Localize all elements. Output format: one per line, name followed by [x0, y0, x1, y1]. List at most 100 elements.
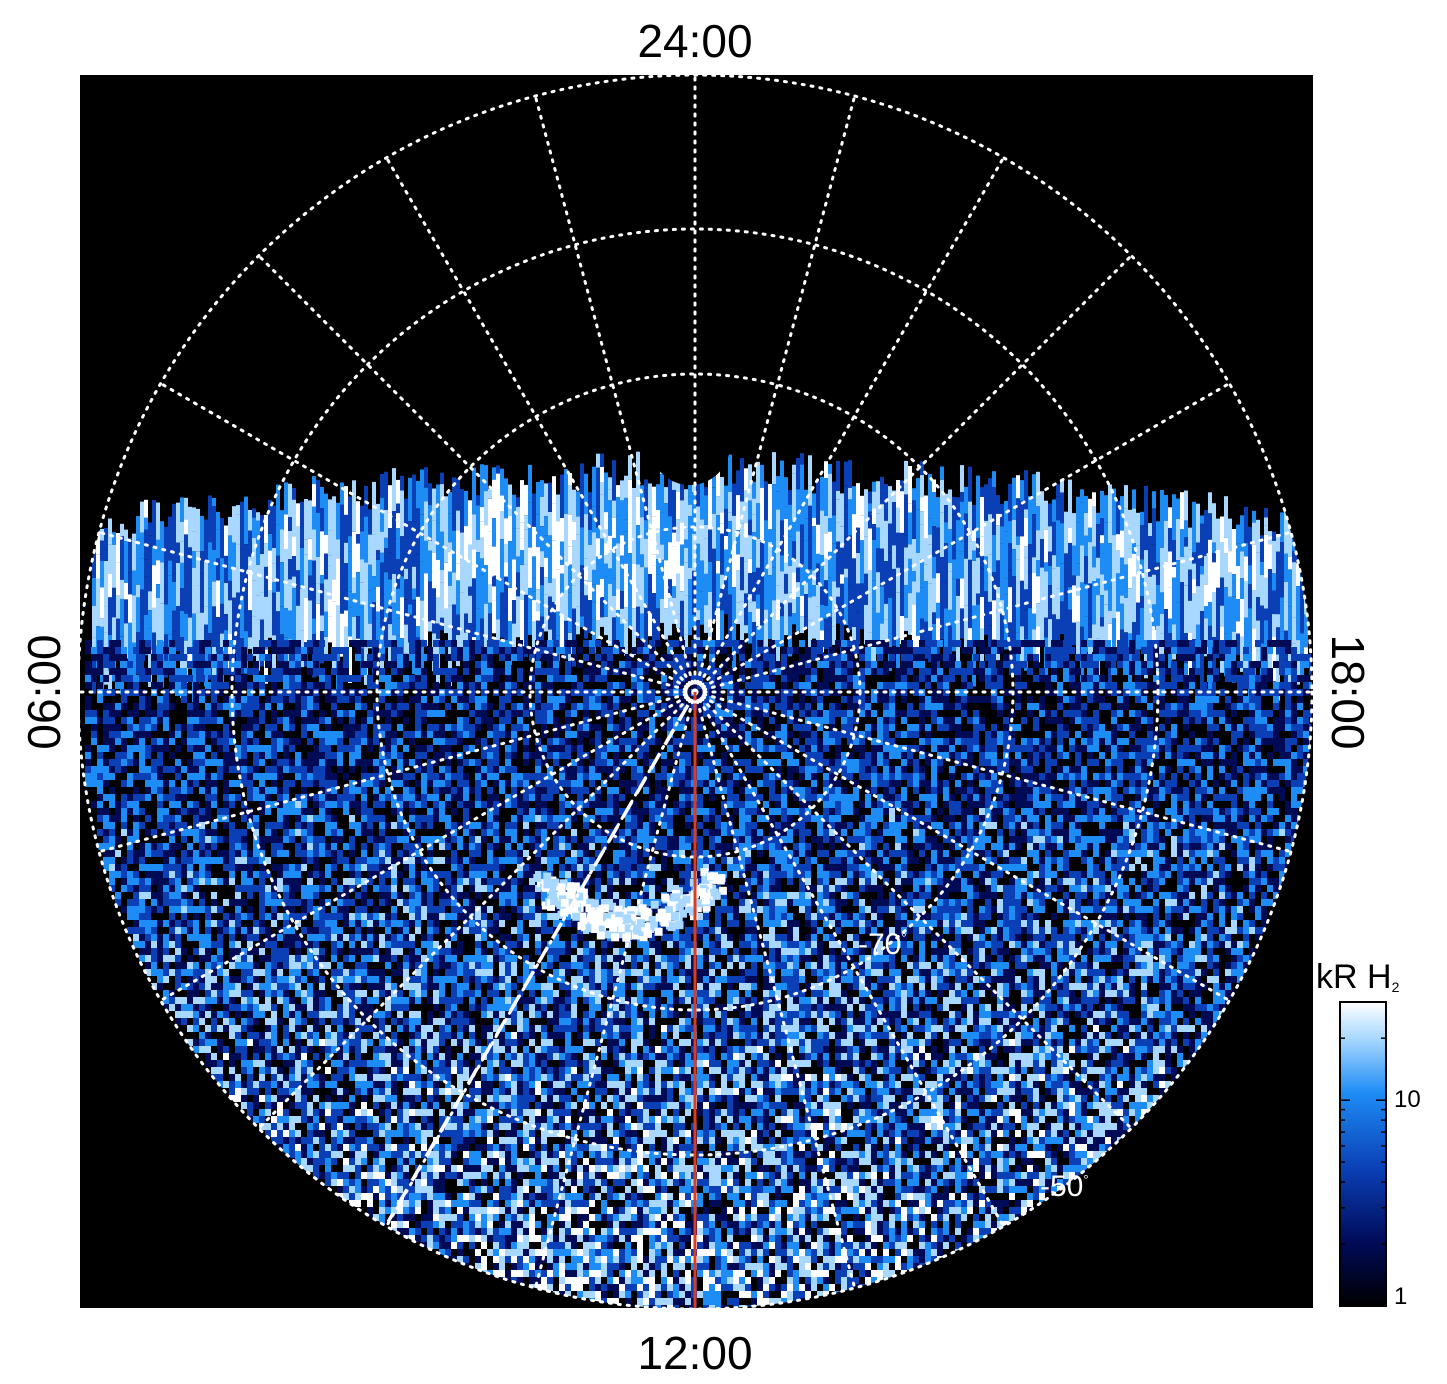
emission-streak: [992, 535, 996, 573]
emission-pixel: [871, 773, 877, 780]
emission-pixel: [577, 759, 583, 766]
emission-pixel: [163, 745, 169, 752]
emission-pixel: [505, 661, 511, 668]
emission-pixel: [1225, 647, 1231, 654]
emission-streak: [520, 599, 524, 624]
emission-pixel: [397, 661, 403, 668]
emission-pixel: [673, 710, 679, 717]
emission-pixel: [787, 780, 793, 787]
emission-pixel: [565, 640, 571, 647]
emission-streak: [432, 488, 436, 520]
emission-streak: [572, 585, 576, 609]
emission-streak: [432, 552, 436, 589]
emission-pixel: [655, 787, 661, 794]
emission-pixel: [595, 724, 601, 731]
emission-streak: [700, 560, 704, 592]
emission-streak: [672, 586, 676, 598]
emission-streak: [872, 508, 876, 525]
emission-pixel: [157, 661, 163, 668]
emission-pixel: [349, 752, 355, 759]
emission-pixel: [787, 675, 793, 682]
emission-pixel: [415, 689, 421, 696]
emission-streak: [292, 499, 296, 537]
emission-pixel: [271, 689, 277, 696]
emission-pixel: [1057, 724, 1063, 731]
emission-pixel: [1219, 773, 1225, 780]
emission-pixel: [685, 654, 691, 661]
emission-pixel: [481, 696, 487, 703]
emission-streak: [672, 532, 676, 547]
emission-pixel: [1087, 724, 1093, 731]
emission-pixel: [229, 780, 235, 787]
emission-pixel: [1171, 675, 1177, 682]
emission-streak: [916, 509, 920, 553]
emission-pixel: [943, 724, 949, 731]
emission-pixel: [943, 780, 949, 787]
emission-pixel: [1291, 661, 1297, 668]
emission-pixel: [349, 640, 355, 647]
emission-streak: [596, 467, 600, 506]
emission-pixel: [223, 668, 229, 675]
emission-pixel: [955, 787, 961, 794]
emission-pixel: [631, 745, 637, 752]
emission-pixel: [1099, 647, 1105, 654]
emission-pixel: [643, 710, 649, 717]
emission-pixel: [1141, 647, 1147, 654]
emission-streak: [352, 514, 356, 532]
emission-streak: [704, 573, 708, 606]
emission-streak: [808, 455, 812, 486]
emission-pixel: [415, 703, 421, 710]
emission-streak: [1112, 579, 1116, 619]
emission-streak: [648, 589, 652, 614]
emission-pixel: [373, 787, 379, 794]
emission-streak: [372, 481, 376, 526]
emission-streak: [480, 537, 484, 559]
emission-pixel: [883, 766, 889, 773]
emission-pixel: [85, 752, 91, 759]
emission-streak: [1016, 559, 1020, 605]
emission-streak: [404, 624, 408, 654]
emission-streak: [696, 506, 700, 544]
emission-pixel: [1081, 682, 1087, 689]
emission-pixel: [1051, 787, 1057, 794]
emission-pixel: [589, 696, 595, 703]
emission-pixel: [547, 647, 553, 654]
emission-pixel: [133, 710, 139, 717]
emission-pixel: [643, 759, 649, 766]
emission-pixel: [367, 682, 373, 689]
emission-streak: [716, 462, 720, 497]
emission-pixel: [511, 766, 517, 773]
emission-pixel: [979, 640, 985, 647]
emission-streak: [328, 616, 332, 643]
emission-streak: [420, 600, 424, 621]
emission-pixel: [781, 780, 787, 787]
emission-pixel: [805, 703, 811, 710]
emission-streak: [608, 607, 612, 646]
emission-pixel: [457, 773, 463, 780]
emission-pixel: [115, 640, 121, 647]
emission-pixel: [727, 668, 733, 675]
emission-pixel: [553, 759, 559, 766]
emission-streak: [948, 571, 952, 610]
emission-pixel: [1099, 773, 1105, 780]
emission-pixel: [487, 640, 493, 647]
emission-pixel: [1099, 675, 1105, 682]
emission-streak: [1088, 583, 1092, 619]
emission-pixel: [307, 724, 313, 731]
emission-streak: [252, 616, 256, 656]
emission-pixel: [751, 724, 757, 731]
emission-streak: [584, 514, 588, 559]
emission-pixel: [325, 794, 331, 801]
emission-pixel: [955, 640, 961, 647]
emission-pixel: [745, 710, 751, 717]
emission-pixel: [1087, 759, 1093, 766]
emission-streak: [480, 507, 484, 522]
emission-streak: [448, 605, 452, 644]
emission-streak: [932, 556, 936, 579]
emission-pixel: [1057, 703, 1063, 710]
emission-streak: [416, 554, 420, 597]
emission-pixel: [823, 682, 829, 689]
emission-pixel: [847, 668, 853, 675]
emission-streak: [368, 590, 372, 624]
emission-streak: [292, 576, 296, 589]
